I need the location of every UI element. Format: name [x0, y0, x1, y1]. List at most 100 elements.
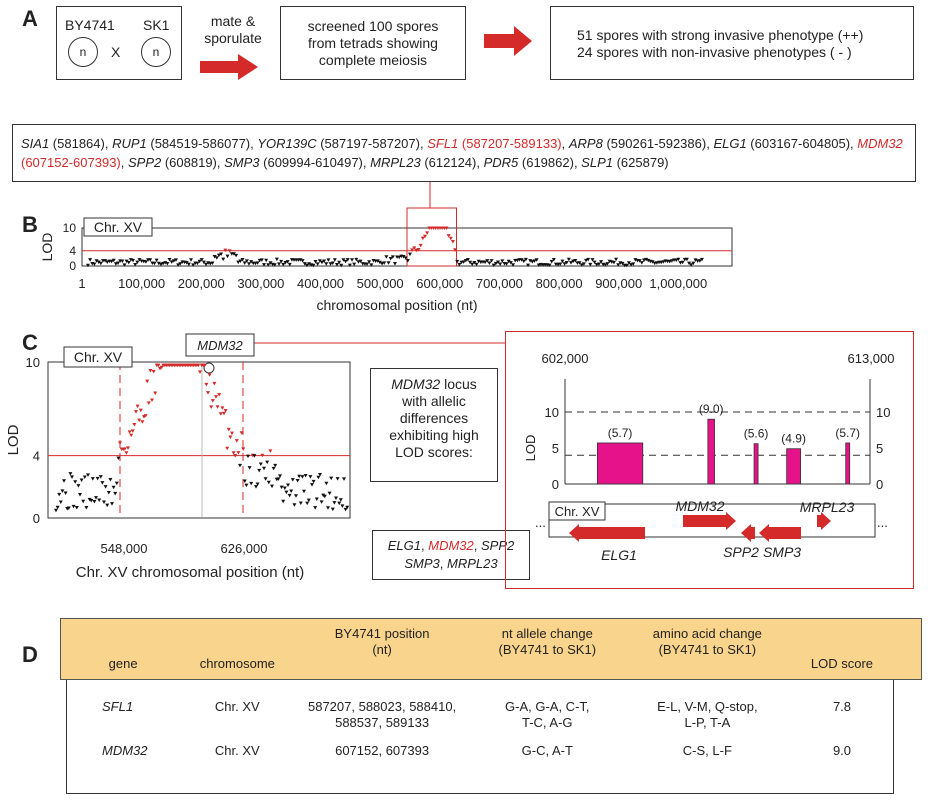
- data-point: [274, 257, 279, 262]
- data-point: [644, 257, 649, 262]
- data-point: [198, 370, 202, 374]
- y-tick-label-left: 10: [545, 405, 559, 420]
- data-point: [330, 507, 335, 512]
- data-point: [306, 498, 311, 503]
- data-point: [126, 260, 131, 265]
- data-point: [103, 485, 108, 489]
- haploid-label: n: [79, 45, 87, 59]
- data-point: [365, 262, 370, 266]
- data-point: [281, 262, 286, 267]
- data-point: [326, 506, 330, 510]
- data-point: [212, 381, 217, 386]
- data-point: [489, 259, 494, 263]
- data-point: [173, 258, 178, 262]
- data-point: [463, 259, 468, 263]
- result-non-invasive: 24 spores with non-invasive phenotypes (…: [577, 44, 852, 60]
- strain-sk1: SK1: [143, 17, 170, 33]
- data-point: [343, 259, 348, 264]
- data-point: [343, 507, 348, 512]
- data-point: [74, 506, 79, 510]
- data-point: [212, 255, 217, 259]
- data-point: [239, 431, 244, 435]
- gene-label-elg1: ELG1: [601, 547, 637, 563]
- x-tick-label: 100,000: [118, 276, 165, 291]
- gene-position: (608819): [161, 155, 217, 170]
- chart-b-genome-scan: Chr. XV 10 40 LOD 1 100,000 200,000 300,000 400,…: [39, 207, 733, 313]
- data-point: [423, 234, 428, 239]
- data-point: [334, 496, 338, 501]
- data-point: [327, 491, 332, 496]
- data-point: [231, 451, 236, 455]
- data-point: [558, 262, 563, 267]
- x-tick-label: 500,000: [357, 276, 404, 291]
- data-point: [457, 262, 462, 267]
- data-point: [551, 257, 556, 262]
- table-body-frame: [66, 680, 894, 794]
- data-point: [218, 412, 223, 416]
- data-point: [100, 481, 105, 485]
- data-point: [97, 498, 102, 503]
- data-point: [103, 259, 108, 263]
- data-point: [126, 446, 130, 450]
- data-point: [255, 261, 260, 265]
- data-point: [206, 391, 210, 395]
- locus-gene: MDM32: [391, 376, 441, 392]
- cell-position: 587207, 588023, 588410, 588537, 589133: [307, 699, 457, 730]
- data-point: [689, 263, 694, 267]
- data-point: [86, 473, 90, 477]
- data-point: [534, 258, 539, 262]
- data-point: [450, 240, 455, 244]
- data-point: [511, 263, 516, 267]
- chrom-label: Chr. XV: [74, 349, 123, 365]
- data-point: [283, 260, 288, 265]
- data-point: [264, 258, 269, 263]
- data-point: [167, 258, 172, 262]
- data-point: [487, 261, 492, 266]
- data-point: [151, 370, 156, 374]
- data-point: [209, 405, 214, 409]
- gene-position: (603167-604805): [746, 136, 851, 151]
- gene-list-box: SIA1 (581864), RUP1 (584519-586077), YOR…: [12, 124, 916, 182]
- gene-entry: SPP2 (608819): [128, 155, 217, 170]
- data-point: [135, 404, 140, 409]
- data-point: [247, 466, 252, 470]
- cell-chromosome: Chr. XV: [214, 743, 260, 758]
- data-point: [98, 475, 103, 479]
- gene-arrow-mrpl23: [817, 512, 831, 530]
- data-point: [268, 261, 273, 265]
- peak-circle: [203, 362, 215, 374]
- data-point: [560, 259, 565, 264]
- chrom-label: Chr. XV: [94, 219, 143, 235]
- gene-position: (587197-587207): [316, 136, 420, 151]
- data-point: [369, 263, 374, 267]
- cell-nt-change: G-C, A-T: [521, 743, 573, 758]
- plot-frame: [47, 361, 351, 519]
- data-point: [127, 430, 132, 434]
- data-point: [220, 406, 225, 410]
- chart-c-locus-bars: 602,000 613,000 10 10 5 5 0 0 LOD (5.7) (9.0) (5.6)…: [523, 351, 895, 563]
- data-point: [191, 263, 196, 267]
- data-point: [189, 258, 194, 262]
- callout-label: MDM32: [197, 338, 243, 353]
- gene-label-smp3: SMP3: [763, 544, 801, 560]
- data-point: [588, 262, 593, 267]
- data-point: [352, 262, 357, 267]
- data-point: [246, 262, 251, 266]
- data-point: [532, 259, 537, 263]
- y-tick-label: 0: [33, 511, 40, 526]
- data-point: [71, 504, 76, 509]
- data-point: [508, 261, 513, 265]
- data-point: [639, 261, 644, 265]
- data-point: [279, 259, 284, 264]
- data-point: [334, 263, 339, 267]
- data-point: [474, 262, 479, 267]
- data-point: [62, 479, 66, 483]
- data-point: [111, 258, 116, 263]
- data-point: [335, 477, 340, 481]
- data-point: [326, 258, 331, 262]
- data-point: [384, 255, 389, 259]
- col-aa-change: amino acid change (BY4741 to SK1): [652, 626, 762, 657]
- chrom-label-box: [63, 346, 133, 368]
- locus-text: with allelic: [402, 393, 466, 409]
